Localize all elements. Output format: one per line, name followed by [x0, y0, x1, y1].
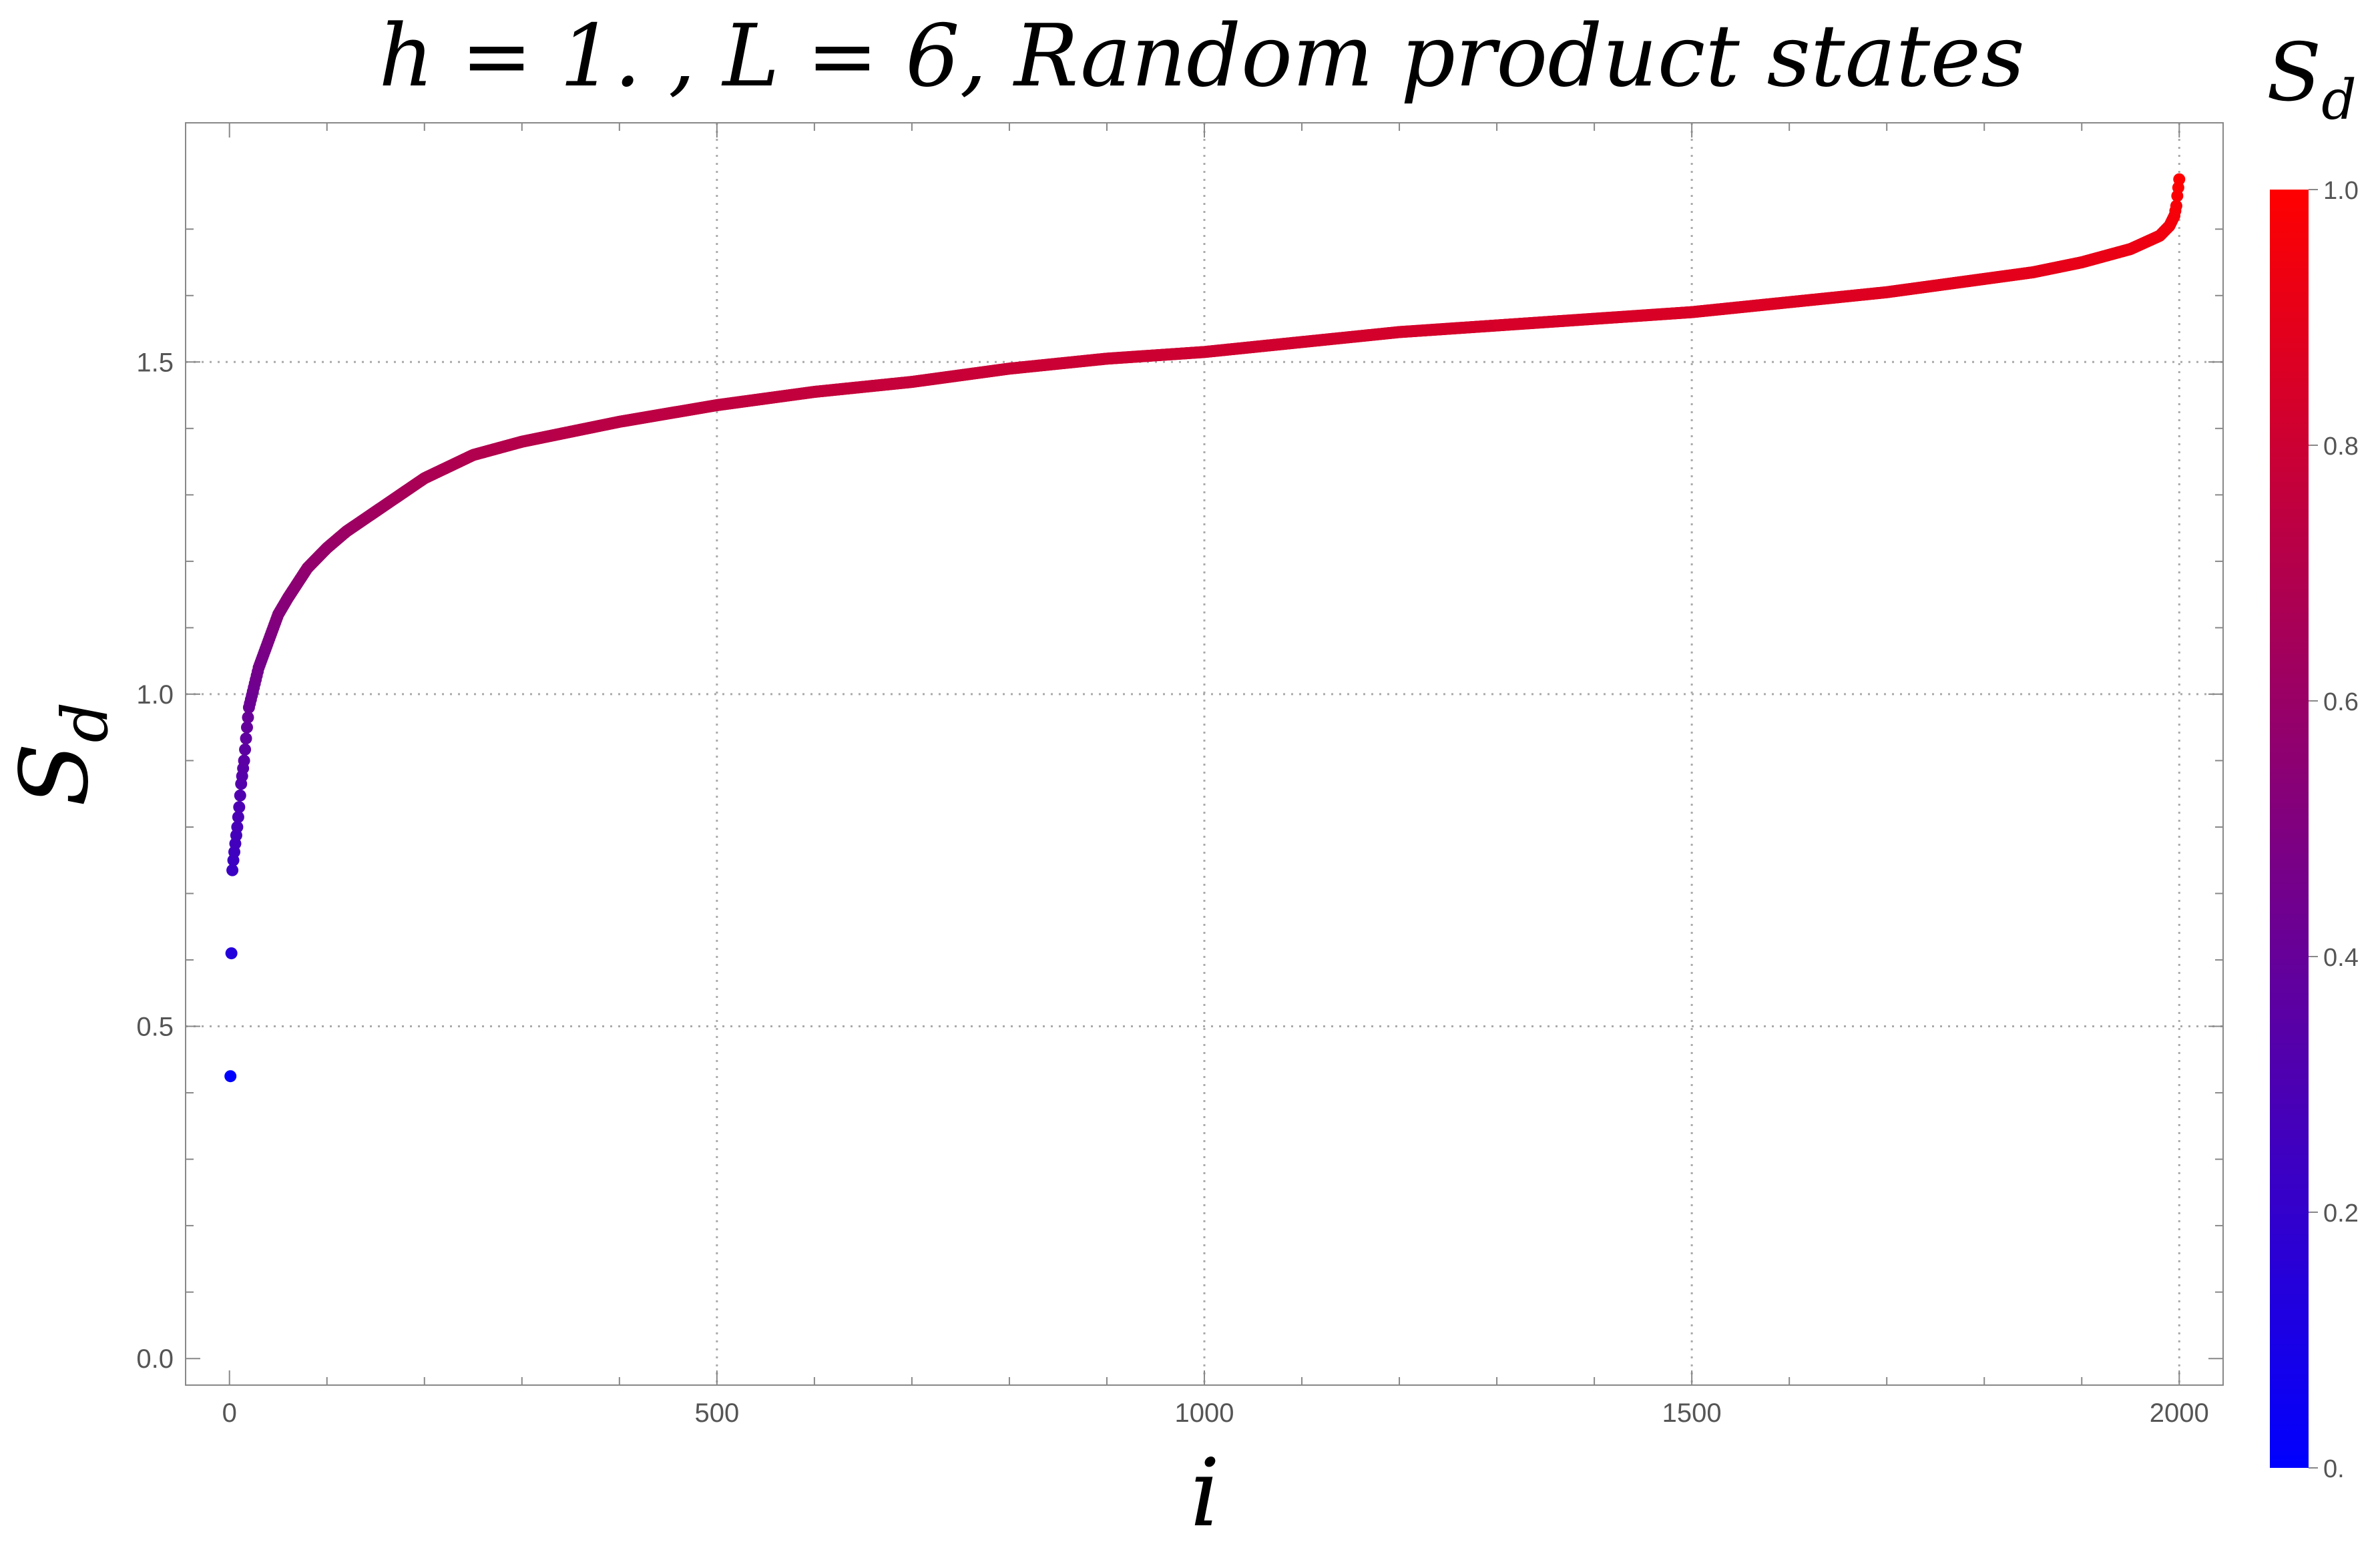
- data-point: [240, 732, 252, 745]
- data-point: [240, 721, 253, 734]
- data-point: [238, 754, 250, 767]
- colorbar-title-sub: d: [2321, 69, 2357, 132]
- colorbar-tick-label: 0.8: [2323, 433, 2359, 461]
- y-axis-label-main: S: [1, 742, 109, 806]
- x-axis-tick-labels: 0 500 1000 1500 2000: [222, 1398, 2209, 1428]
- colorbar-tick-label: 1.0: [2323, 177, 2359, 205]
- data-point: [233, 801, 246, 814]
- colorbar-ticks: 0. 0.2 0.4 0.6 0.8 1.0: [2309, 177, 2359, 1483]
- data-point: [226, 864, 239, 876]
- x-tick-label: 1500: [1662, 1398, 1722, 1428]
- y-axis-label: Sd: [1, 702, 122, 807]
- chart-title: h = 1. , L = 6, Random product states: [379, 7, 2025, 106]
- data-point: [225, 947, 238, 960]
- svg-text:Sd: Sd: [1, 702, 122, 807]
- data-point: [224, 1070, 237, 1083]
- x-tick-label: 1000: [1175, 1398, 1234, 1428]
- x-axis-label: i: [1190, 1439, 1220, 1548]
- data-point: [231, 820, 244, 833]
- y-axis-label-sub: d: [49, 702, 122, 743]
- minor-ticks: [186, 123, 2223, 1385]
- y-tick-label: 0.0: [136, 1344, 174, 1374]
- data-points: [224, 173, 2186, 1083]
- colorbar: [2270, 190, 2309, 1468]
- y-tick-label: 1.5: [136, 348, 174, 377]
- colorbar-tick-label: 0.: [2323, 1455, 2345, 1483]
- colorbar-tick-label: 0.2: [2323, 1200, 2359, 1228]
- plot-frame: [185, 122, 2224, 1386]
- y-axis-tick-labels: 0.0 0.5 1.0 1.5: [136, 348, 174, 1374]
- data-point: [239, 743, 252, 756]
- data-point: [242, 711, 254, 724]
- x-tick-label: 500: [694, 1398, 739, 1428]
- grid-lines: [186, 123, 2223, 1385]
- colorbar-tick-label: 0.6: [2323, 688, 2359, 716]
- colorbar-title-main: S: [2267, 27, 2321, 119]
- y-tick-label: 0.5: [136, 1013, 174, 1042]
- x-tick-label: 0: [222, 1398, 237, 1428]
- data-point: [232, 811, 244, 824]
- colorbar-tick-label: 0.4: [2323, 944, 2359, 972]
- data-point: [234, 789, 246, 802]
- y-tick-label: 1.0: [136, 680, 174, 710]
- colorbar-title: Sd: [2267, 27, 2357, 132]
- data-point: [2170, 200, 2182, 212]
- x-tick-label: 2000: [2150, 1398, 2209, 1428]
- data-point: [2173, 173, 2186, 186]
